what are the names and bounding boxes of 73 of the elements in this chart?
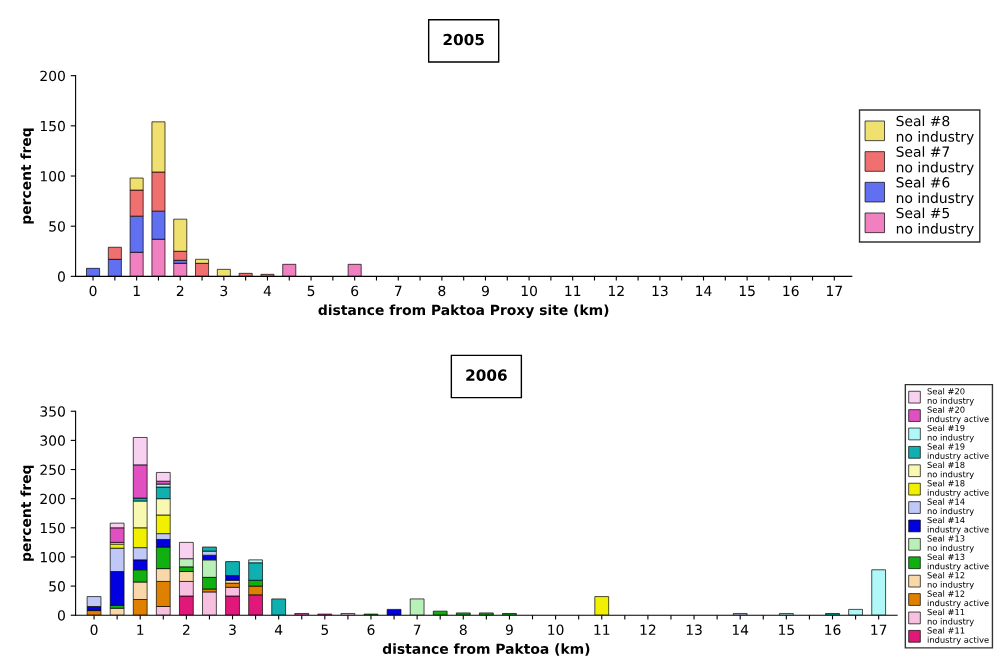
y-tick-label: 200 xyxy=(40,70,65,82)
x-tick-label: 13 xyxy=(652,285,668,297)
y-tick-label: 300 xyxy=(40,435,65,446)
legend-label: Seal #13 industry active xyxy=(927,553,989,571)
x-tick-label: 2 xyxy=(182,624,190,635)
x-tick-label: 12 xyxy=(640,624,656,635)
x-tick-label: 1 xyxy=(133,285,140,296)
x-tick-label: 9 xyxy=(481,285,489,297)
x-tick-label: 15 xyxy=(779,624,794,636)
x-tick-label: 14 xyxy=(696,285,712,296)
x-tick-label: 13 xyxy=(686,624,702,636)
y-tick-label: 150 xyxy=(40,522,65,534)
x-tick-label: 5 xyxy=(307,285,315,297)
x-tick-label: 10 xyxy=(521,285,537,297)
x-tick-label: 15 xyxy=(739,285,755,297)
y-tick-label: 100 xyxy=(40,170,65,182)
y-tick-label: 200 xyxy=(40,493,65,505)
legend-label: Seal #13 no industry xyxy=(927,535,974,553)
x-tick-label: 6 xyxy=(367,624,375,636)
x-tick-label: 8 xyxy=(438,285,446,297)
legend-label: Seal #14 no industry xyxy=(927,498,974,516)
x-tick-label: 3 xyxy=(229,624,236,636)
x-tick-label: 9 xyxy=(505,624,513,636)
x-tick-label: 7 xyxy=(413,624,421,635)
y-tick-label: 250 xyxy=(40,464,65,475)
x-tick-label: 1 xyxy=(137,624,144,635)
legend-label: Seal #8 no industry xyxy=(896,115,974,145)
x-tick-label: 6 xyxy=(351,285,359,297)
x-tick-label: 7 xyxy=(394,285,402,296)
x-tick-label: 3 xyxy=(220,285,228,297)
x-tick-label: 12 xyxy=(608,285,624,296)
legend-label: Seal #20 industry active xyxy=(927,406,989,424)
legend-label: Seal #14 industry active xyxy=(927,516,989,535)
x-tick-label: 2 xyxy=(176,285,184,296)
x-tick-label: 0 xyxy=(89,285,97,297)
x-tick-label: 16 xyxy=(825,624,841,636)
x-tick-label: 17 xyxy=(871,624,887,635)
x-tick-label: 14 xyxy=(732,624,749,635)
y-tick-label: 150 xyxy=(40,120,65,132)
y-tick-label: 350 xyxy=(40,406,65,417)
x-axis-title: distance from Paktoa Proxy site (km) xyxy=(318,304,609,318)
legend-label: Seal #20 no industry xyxy=(927,387,974,406)
x-tick-label: 4 xyxy=(263,285,272,296)
y-tick-label: 0 xyxy=(57,610,65,621)
legend-label: Seal #12 no industry xyxy=(927,571,974,590)
chart-title: 2006 xyxy=(466,369,507,381)
x-tick-label: 11 xyxy=(565,285,581,296)
legend-label: Seal #18 industry active xyxy=(927,479,989,498)
legend-label: Seal #12 industry active xyxy=(927,590,989,608)
x-tick-label: 5 xyxy=(321,624,329,636)
y-axis-title: percent freq xyxy=(20,465,34,561)
x-tick-label: 8 xyxy=(459,624,467,636)
x-tick-label: 11 xyxy=(594,624,610,635)
x-tick-label: 17 xyxy=(827,285,842,296)
legend-label: Seal #19 no industry xyxy=(927,424,974,443)
y-axis-title: percent freq xyxy=(20,128,34,224)
x-tick-label: 4 xyxy=(274,624,283,635)
x-tick-label: 10 xyxy=(548,624,564,636)
legend-label: Seal #6 no industry xyxy=(896,176,974,206)
x-tick-label: 0 xyxy=(90,624,98,636)
legend-label: Seal #7 no industry xyxy=(896,146,974,176)
legend-label: Seal #19 industry active xyxy=(927,443,989,461)
legend-label: Seal #11 industry active xyxy=(927,627,989,645)
y-tick-label: 0 xyxy=(57,271,65,282)
x-axis-title: distance from Paktoa (km) xyxy=(382,643,590,656)
chart-title: 2005 xyxy=(443,33,484,46)
x-tick-label: 16 xyxy=(783,285,799,297)
y-tick-label: 50 xyxy=(49,221,65,232)
y-tick-label: 50 xyxy=(49,581,65,592)
y-tick-label: 100 xyxy=(40,551,65,563)
legend-label: Seal #5 no industry xyxy=(896,207,974,237)
legend-label: Seal #11 no industry xyxy=(927,608,974,627)
legend-label: Seal #18 no industry xyxy=(927,461,974,479)
